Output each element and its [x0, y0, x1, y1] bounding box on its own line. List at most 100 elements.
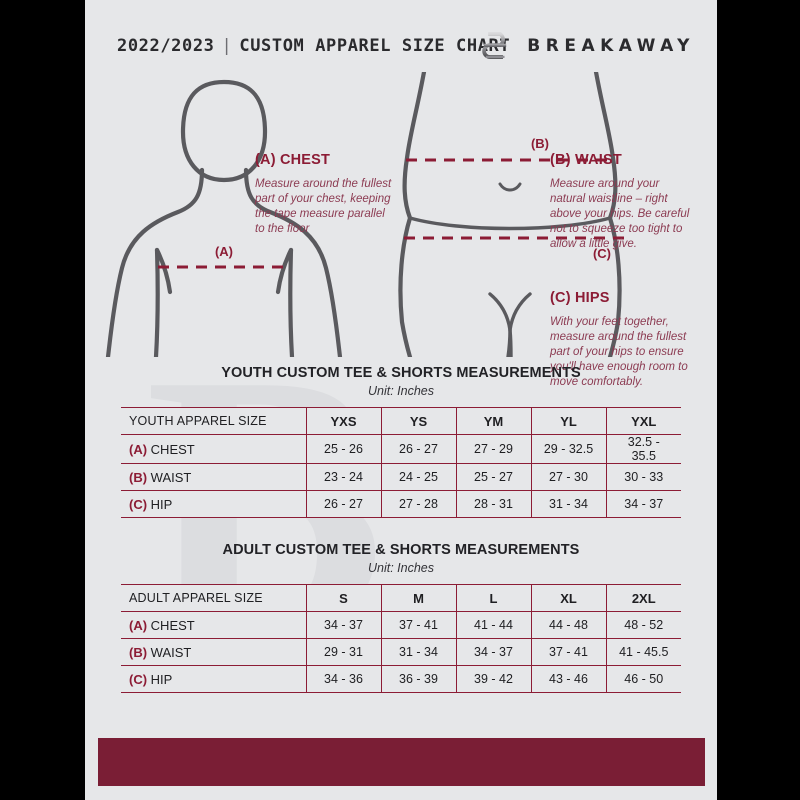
- guide-chest-body: Measure around the fullest part of your …: [255, 178, 392, 235]
- adult-table-title: ADULT CUSTOM TEE & SHORTS MEASUREMENTS: [222, 542, 580, 558]
- adult-cell-0-4: 48 - 52: [605, 611, 681, 639]
- guide-hips: (C) HIPS With your feet together, measur…: [550, 290, 690, 390]
- adult-row-1-tag: (B): [129, 644, 148, 660]
- guide-chest-heading: (A) CHEST: [255, 152, 331, 168]
- adult-cell-2-0: 34 - 36: [305, 665, 382, 693]
- youth-size-header: YOUTH APPAREL SIZE: [121, 407, 307, 435]
- adult-cell-1-2: 34 - 37: [455, 638, 532, 666]
- table-row: (C) HIP 26 - 27 27 - 28 28 - 31 31 - 34 …: [121, 490, 681, 518]
- adult-cell-1-3: 37 - 41: [530, 638, 607, 666]
- youth-cell-2-1: 27 - 28: [380, 490, 457, 518]
- page-title: CUSTOM APPAREL SIZE CHART: [239, 36, 511, 56]
- youth-size-col-0: YXS: [305, 407, 382, 435]
- youth-cell-0-0: 25 - 26: [305, 434, 382, 464]
- guide-waist-body: Measure around your natural waistline – …: [550, 178, 690, 250]
- footer-accent-bar: [98, 738, 705, 786]
- adult-cell-2-4: 46 - 50: [605, 665, 681, 693]
- table-row: (B) WAIST 23 - 24 24 - 25 25 - 27 27 - 3…: [121, 463, 681, 491]
- youth-size-col-2: YM: [455, 407, 532, 435]
- adult-size-col-3: XL: [530, 584, 607, 612]
- youth-row-0-tag: (A): [129, 441, 148, 457]
- youth-cell-1-3: 27 - 30: [530, 463, 607, 491]
- youth-cell-0-3: 29 - 32.5: [530, 434, 607, 464]
- adult-cell-2-1: 36 - 39: [380, 665, 457, 693]
- adult-row-2-tag: (C): [129, 671, 148, 687]
- youth-cell-1-2: 25 - 27: [455, 463, 532, 491]
- table-row: (C) HIP 34 - 36 36 - 39 39 - 42 43 - 46 …: [121, 665, 681, 693]
- adult-table-unit: Unit: Inches: [367, 561, 434, 575]
- youth-row-0-label: (A) CHEST: [121, 434, 307, 464]
- youth-size-col-4: YXL: [605, 407, 681, 435]
- brand-lockup: BREAKAWAY: [479, 28, 695, 64]
- torso-figure: (A): [105, 79, 343, 357]
- youth-cell-1-0: 23 - 24: [305, 463, 382, 491]
- youth-size-col-1: YS: [380, 407, 457, 435]
- youth-size-col-3: YL: [530, 407, 607, 435]
- adult-table-header-row: ADULT APPAREL SIZE S M L XL 2XL: [121, 584, 681, 612]
- youth-row-2-tag: (C): [129, 496, 148, 512]
- youth-row-0-name: CHEST: [150, 441, 195, 457]
- adult-size-col-2: L: [455, 584, 532, 612]
- youth-row-2-name: HIP: [150, 496, 173, 512]
- breakaway-b-logo-icon: [482, 32, 507, 59]
- adult-cell-0-2: 41 - 44: [455, 611, 532, 639]
- header-title-group: 2022/2023 | CUSTOM APPAREL SIZE CHART: [117, 36, 510, 56]
- header-separator: |: [221, 36, 233, 56]
- guide-hips-body: With your feet together, measure around …: [550, 316, 688, 388]
- guide-waist: (B) WAIST Measure around your natural wa…: [550, 152, 690, 252]
- adult-cell-0-0: 34 - 37: [305, 611, 382, 639]
- adult-cell-2-2: 39 - 42: [455, 665, 532, 693]
- table-row: (A) CHEST 25 - 26 26 - 27 27 - 29 29 - 3…: [121, 434, 681, 464]
- youth-row-1-label: (B) WAIST: [121, 463, 307, 491]
- adult-size-col-1: M: [380, 584, 457, 612]
- adult-cell-1-4: 41 - 45.5: [605, 638, 681, 666]
- measurement-illustrations: (A) (B) (C): [85, 72, 717, 388]
- adult-size-table: ADULT APPAREL SIZE S M L XL 2XL (A) CHES…: [121, 584, 681, 693]
- adult-cell-1-0: 29 - 31: [305, 638, 382, 666]
- youth-row-2-label: (C) HIP: [121, 490, 307, 518]
- youth-cell-2-3: 31 - 34: [530, 490, 607, 518]
- waist-measure-label: (B): [531, 136, 549, 151]
- header-season: 2022/2023: [117, 36, 215, 56]
- youth-cell-0-1: 26 - 27: [380, 434, 457, 464]
- adult-size-table-section: ADULT CUSTOM TEE & SHORTS MEASUREMENTS U…: [85, 542, 717, 693]
- adult-row-2-name: HIP: [150, 671, 173, 687]
- adult-cell-1-1: 31 - 34: [380, 638, 457, 666]
- adult-row-0-name: CHEST: [150, 617, 195, 633]
- table-row: (A) CHEST 34 - 37 37 - 41 41 - 44 44 - 4…: [121, 611, 681, 639]
- adult-size-header: ADULT APPAREL SIZE: [121, 584, 307, 612]
- hips-figure: (B) (C): [398, 72, 624, 357]
- table-row: (B) WAIST 29 - 31 31 - 34 34 - 37 37 - 4…: [121, 638, 681, 666]
- adult-cell-0-3: 44 - 48: [530, 611, 607, 639]
- guide-chest: (A) CHEST Measure around the fullest par…: [255, 152, 395, 237]
- adult-cell-0-1: 37 - 41: [380, 611, 457, 639]
- adult-row-0-label: (A) CHEST: [121, 611, 307, 639]
- brand-name: BREAKAWAY: [527, 36, 695, 56]
- chest-measure-label: (A): [215, 244, 233, 259]
- youth-cell-1-1: 24 - 25: [380, 463, 457, 491]
- youth-cell-2-2: 28 - 31: [455, 490, 532, 518]
- guide-waist-heading: (B) WAIST: [550, 152, 622, 168]
- youth-table-title: YOUTH CUSTOM TEE & SHORTS MEASUREMENTS: [221, 365, 581, 381]
- youth-cell-1-4: 30 - 33: [605, 463, 681, 491]
- youth-cell-0-2: 27 - 29: [455, 434, 532, 464]
- page-header: 2022/2023 | CUSTOM APPAREL SIZE CHART BREA…: [85, 28, 717, 64]
- adult-row-2-label: (C) HIP: [121, 665, 307, 693]
- youth-cell-2-0: 26 - 27: [305, 490, 382, 518]
- adult-row-1-label: (B) WAIST: [121, 638, 307, 666]
- youth-size-table-section: YOUTH CUSTOM TEE & SHORTS MEASUREMENTS U…: [85, 365, 717, 518]
- youth-table-unit: Unit: Inches: [367, 384, 434, 398]
- guide-hips-heading: (C) HIPS: [550, 290, 610, 306]
- adult-cell-2-3: 43 - 46: [530, 665, 607, 693]
- adult-size-col-4: 2XL: [605, 584, 681, 612]
- youth-table-header-row: YOUTH APPAREL SIZE YXS YS YM YL YXL: [121, 407, 681, 435]
- youth-row-1-name: WAIST: [150, 469, 192, 485]
- hip-measure-label: (C): [593, 246, 611, 261]
- youth-row-1-tag: (B): [129, 469, 148, 485]
- youth-cell-2-4: 34 - 37: [605, 490, 681, 518]
- size-chart-page: B 2022/2023|CUSTOM APPAREL SIZE CHART: [85, 0, 717, 800]
- adult-size-col-0: S: [305, 584, 382, 612]
- youth-size-table: YOUTH APPAREL SIZE YXS YS YM YL YXL (A) …: [121, 407, 681, 518]
- adult-row-0-tag: (A): [129, 617, 148, 633]
- adult-row-1-name: WAIST: [150, 644, 192, 660]
